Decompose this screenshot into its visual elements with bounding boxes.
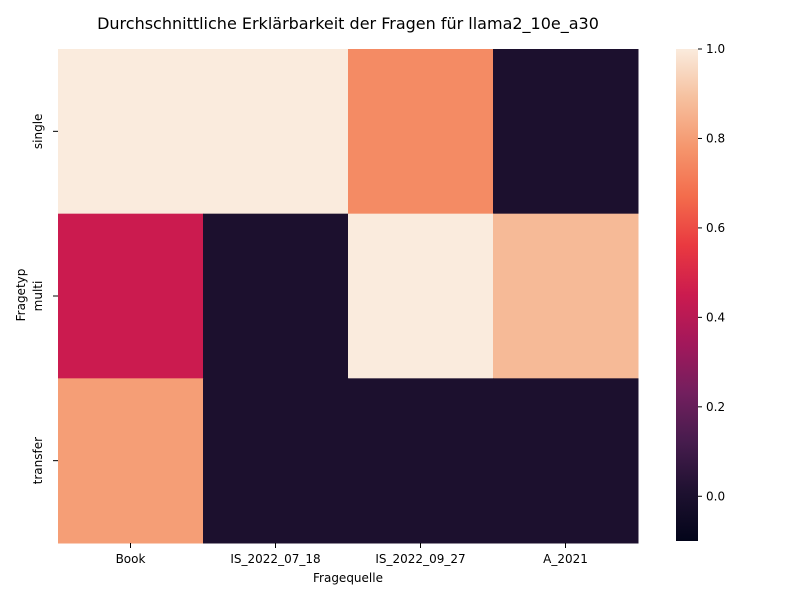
- heatmap-cell-transfer-IS_2022_07_18: [203, 378, 349, 544]
- x-axis-label: Fragequelle: [313, 571, 383, 585]
- colorbar-tick-label: 0.2: [706, 400, 725, 414]
- y-tick-label: single: [31, 114, 45, 150]
- x-axis-ticks: Book IS_2022_07_18 IS_2022_09_27 A_2021: [116, 543, 588, 566]
- colorbar-tick-label: 0.6: [706, 221, 725, 235]
- heatmap-cell-single-Book: [58, 49, 204, 215]
- heatmap-cell-single-IS_2022_07_18: [203, 49, 349, 215]
- colorbar-gradient: [676, 49, 698, 541]
- colorbar-tick-label: 0.4: [706, 310, 725, 324]
- heatmap-cells: [58, 49, 639, 544]
- y-axis-label: Fragetyp: [14, 269, 28, 322]
- heatmap-cell-single-A_2021: [493, 49, 639, 215]
- heatmap-cell-multi-Book: [58, 213, 204, 379]
- heatmap-cell-transfer-IS_2022_09_27: [348, 378, 494, 544]
- x-tick-label: A_2021: [543, 552, 588, 566]
- colorbar-tick-label: 0.0: [706, 489, 725, 503]
- heatmap-cell-transfer-Book: [58, 378, 204, 544]
- chart-title: Durchschnittliche Erklärbarkeit der Frag…: [97, 14, 599, 34]
- x-tick-label: Book: [116, 552, 146, 566]
- x-tick-label: IS_2022_07_18: [230, 552, 320, 566]
- heatmap-cell-multi-A_2021: [493, 213, 639, 379]
- x-tick-label: IS_2022_09_27: [375, 552, 465, 566]
- colorbar: 1.0 0.8 0.6 0.4 0.2 0.0: [676, 42, 725, 541]
- heatmap-cell-transfer-A_2021: [493, 378, 639, 544]
- colorbar-tick-label: 0.8: [706, 131, 725, 145]
- heatmap-cell-single-IS_2022_09_27: [348, 49, 494, 215]
- heatmap-cell-multi-IS_2022_09_27: [348, 213, 494, 379]
- y-tick-label: transfer: [31, 437, 45, 484]
- heatmap-cell-multi-IS_2022_07_18: [203, 213, 349, 379]
- y-tick-label: multi: [31, 281, 45, 312]
- y-axis-ticks: single multi transfer: [31, 114, 58, 484]
- colorbar-tick-label: 1.0: [706, 42, 725, 56]
